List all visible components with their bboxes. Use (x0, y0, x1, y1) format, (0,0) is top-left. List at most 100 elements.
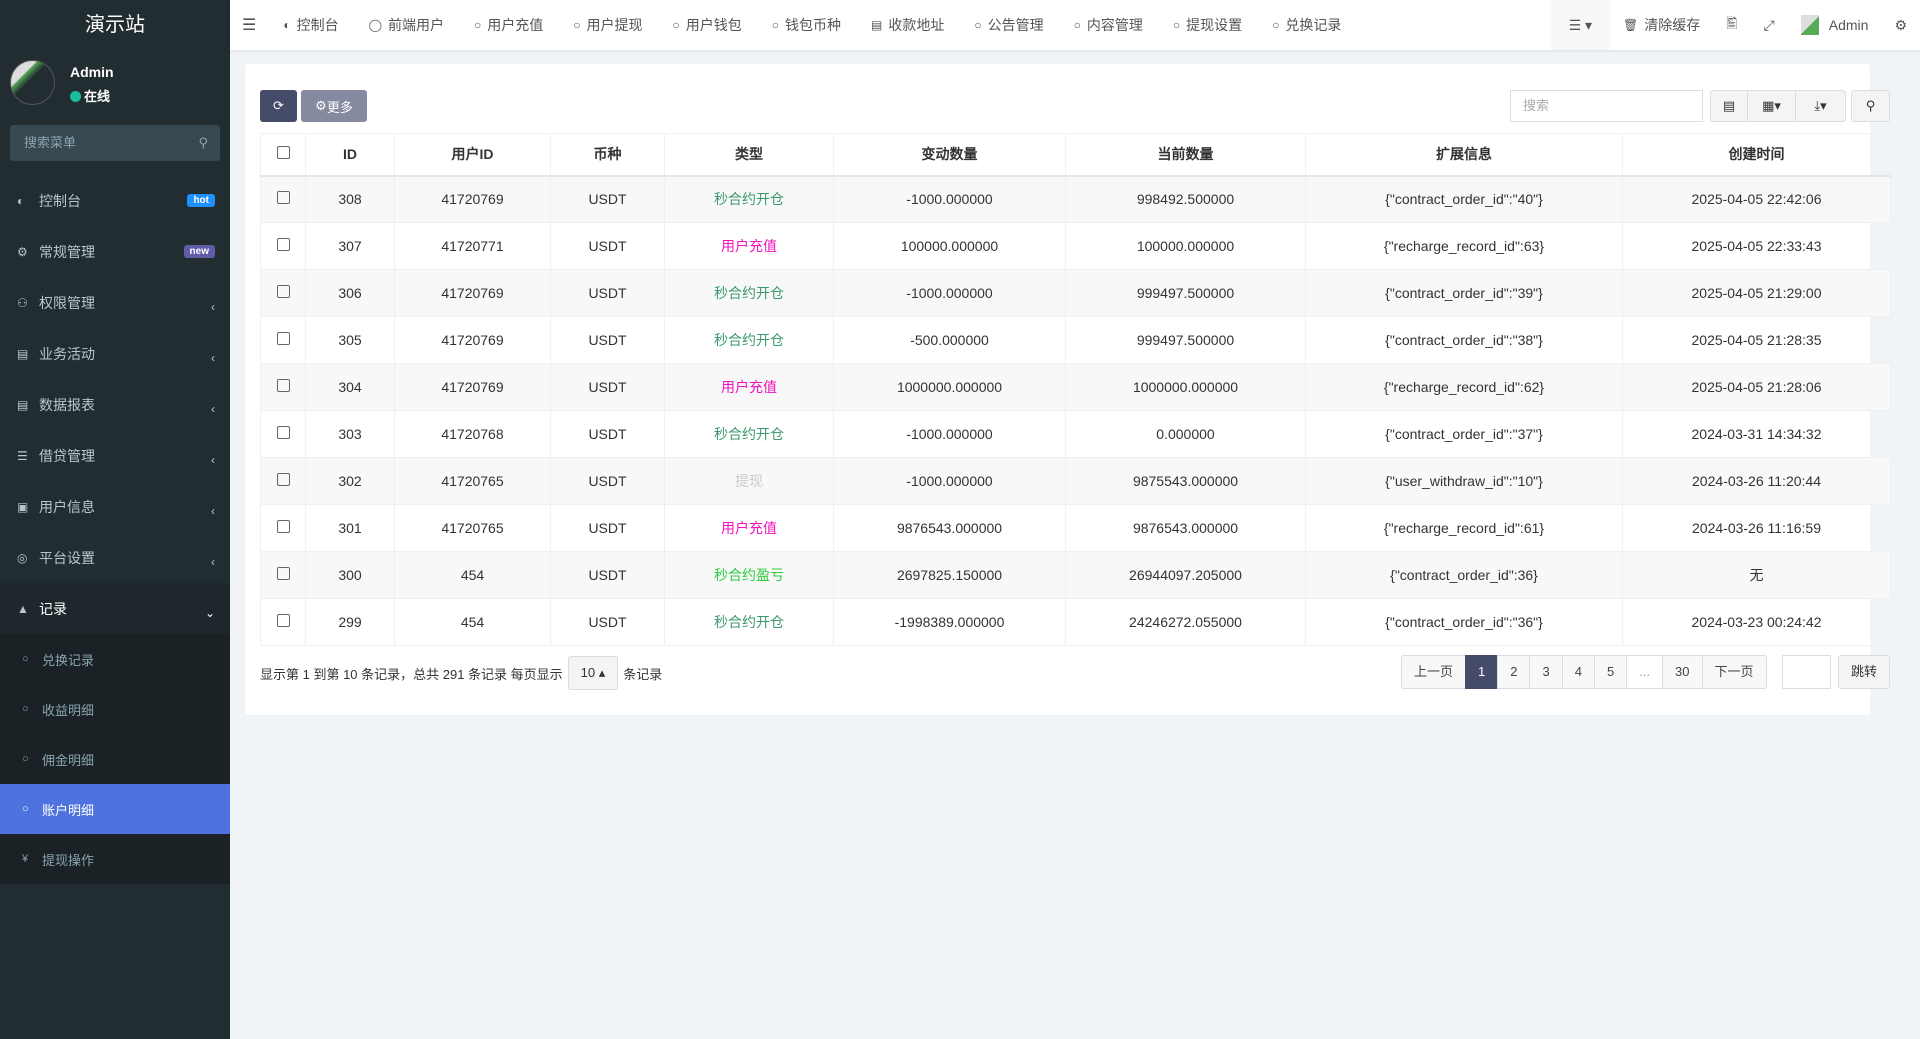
row-checkbox[interactable] (260, 551, 306, 599)
table-search-input[interactable]: 搜索 (1510, 90, 1703, 122)
table-cell: 454 (394, 598, 551, 646)
circle-icon: ○ (1272, 18, 1280, 32)
jump-button[interactable]: 跳转 (1838, 655, 1890, 689)
sidebar-item[interactable]: ☰ 借贷管理 ‹ (17, 447, 215, 467)
table-cell: 2024-03-31 14:34:32 (1622, 410, 1891, 458)
column-header[interactable]: 类型 (664, 133, 834, 177)
sidebar-item[interactable]: ▣ 用户信息 ‹ (17, 498, 215, 518)
top-nav-tab[interactable]: ○ 用户提现 (573, 17, 643, 33)
row-checkbox[interactable] (260, 222, 306, 270)
sidebar-item[interactable]: ▤ 业务活动 ‹ (17, 345, 215, 365)
sidebar-subitem[interactable]: ○ 兑换记录 (22, 652, 95, 668)
fullscreen-button[interactable]: ⤢ (1763, 16, 1775, 33)
content-panel: ⟳ ⚙ 更多 搜索 ▤ ▦▾ ⤓▾ ⚲ ID 用户ID 币种 类型 变动数量 当前数量 扩展信… (245, 64, 1891, 715)
row-checkbox[interactable] (260, 410, 306, 458)
page-size-select[interactable]: 10 ▴ (567, 656, 619, 690)
yen-icon: ¥ (22, 853, 29, 865)
page-button[interactable]: 30 (1662, 655, 1703, 689)
sidebar-item[interactable]: ⚙ 常规管理 new (0, 226, 230, 277)
top-nav-tab[interactable]: ○ 提现设置 (1172, 17, 1243, 33)
column-header[interactable]: ID (305, 133, 395, 177)
settings-cogs-button[interactable]: ⚙ (1894, 16, 1907, 33)
top-nav-tab[interactable]: ◯ 前端用户 (368, 17, 445, 33)
top-nav-tab[interactable]: ○ 用户钱包 (672, 17, 742, 33)
table-cell: 0.000000 (1065, 410, 1306, 458)
row-checkbox[interactable] (260, 457, 306, 505)
page-button[interactable]: 4 (1561, 655, 1595, 689)
chevron-down-icon: ⌄ (204, 605, 215, 620)
table-row: 302 41720765 USDT 提现 -1000.000000 9875543.000… (260, 457, 1891, 505)
table-cell: 1000000.000000 (833, 363, 1066, 411)
next-page-button[interactable]: 下一页 (1701, 655, 1767, 689)
more-button[interactable]: ⚙ 更多 (301, 90, 367, 122)
menu-search-input[interactable]: 搜索菜单 ⚲ (10, 125, 220, 161)
column-header[interactable]: 创建时间 (1622, 133, 1891, 177)
table-cell: 24246272.055000 (1065, 598, 1306, 646)
sidebar-toggle-button[interactable]: ☰ (242, 17, 257, 34)
table-cell: 提现 (664, 457, 834, 505)
table-cell: {"contract_order_id":"40"} (1305, 175, 1623, 223)
top-nav-tab[interactable]: ○ 公告管理 (974, 17, 1044, 33)
top-nav-tab[interactable]: ○ 内容管理 (1073, 17, 1143, 33)
row-checkbox[interactable] (260, 316, 306, 364)
prev-page-button[interactable]: 上一页 (1401, 655, 1467, 689)
row-checkbox[interactable] (260, 269, 306, 317)
page-button[interactable]: 2 (1497, 655, 1531, 689)
top-nav-tab[interactable]: ◐ 控制台 (283, 17, 339, 33)
columns-button[interactable]: ▦▾ (1747, 90, 1796, 122)
top-nav-tab[interactable]: ○ 钱包币种 (771, 17, 842, 33)
sidebar-menu: ◐ 控制台 hot ⚙ 常规管理 new ⚇ 权限管理 ‹ ▤ 业务活动 ‹ ▤ 数据报表 ‹ ☰ 借贷管理 ‹ ▣… (0, 175, 230, 634)
toggle-view-button[interactable]: ▤ (1710, 90, 1748, 122)
export-button[interactable]: ⤓▾ (1795, 90, 1846, 122)
sidebar-subitem[interactable]: ○ 收益明细 (22, 702, 95, 718)
table-cell: -1998389.000000 (833, 598, 1066, 646)
clear-cache-button[interactable]: 🗑 清除缓存 (1623, 17, 1701, 33)
sidebar-subitem[interactable]: ¥ 提现操作 (22, 852, 95, 868)
select-all-checkbox[interactable] (260, 133, 306, 177)
table-row: 299 454 USDT 秒合约开仓 -1998389.000000 24246272.0… (260, 598, 1891, 646)
top-nav-tab[interactable]: ○ 兑换记录 (1272, 17, 1342, 33)
search-icon[interactable]: ⚲ (198, 135, 208, 150)
column-header[interactable]: 用户ID (394, 133, 551, 177)
table-cell: 2697825.150000 (833, 551, 1066, 599)
admin-user-menu[interactable]: Admin (1788, 0, 1882, 50)
page-button[interactable]: 5 (1593, 655, 1628, 689)
language-button[interactable]: 🖺 (1726, 15, 1738, 31)
table-cell: {"contract_order_id":"38"} (1305, 316, 1623, 364)
table-cell: 41720768 (394, 410, 551, 458)
top-nav-tab[interactable]: ▤ 收款地址 (871, 17, 945, 33)
newspaper-icon: ▤ (17, 346, 29, 361)
sidebar-item[interactable]: ◐ 控制台 hot (0, 175, 230, 226)
dashboard-icon: ◐ (17, 193, 25, 208)
nav-menu-dropdown[interactable]: ☰ ▾ (1550, 0, 1611, 50)
top-nav-tab[interactable]: ○ 用户充值 (474, 17, 544, 33)
sidebar-item[interactable]: ▤ 数据报表 ‹ (17, 396, 215, 416)
column-header[interactable]: 扩展信息 (1305, 133, 1623, 177)
jump-page-input[interactable] (1782, 655, 1831, 689)
sidebar-item[interactable]: ◎ 平台设置 ‹ (17, 549, 215, 569)
table-cell: USDT (550, 363, 665, 411)
page-button[interactable]: 3 (1529, 655, 1563, 689)
avatar (10, 60, 55, 105)
row-checkbox[interactable] (260, 363, 306, 411)
row-checkbox[interactable] (260, 504, 306, 552)
account-detail-table: ID 用户ID 币种 类型 变动数量 当前数量 扩展信息 创建时间 308 41720769 US… (260, 133, 1891, 646)
page-button[interactable]: 1 (1465, 655, 1499, 689)
sidebar-subitem[interactable]: ○ 账户明细 (0, 784, 230, 834)
app-logo[interactable]: 演示站 (0, 0, 230, 50)
column-header[interactable]: 币种 (550, 133, 665, 177)
row-checkbox[interactable] (260, 598, 306, 646)
row-checkbox[interactable] (260, 175, 306, 223)
table-cell: 用户充值 (664, 504, 834, 552)
sidebar-subitem[interactable]: ○ 佣金明细 (22, 752, 95, 768)
advanced-search-button[interactable]: ⚲ (1851, 90, 1890, 122)
table-cell: 301 (305, 504, 395, 552)
table-cell: 2025-04-05 22:33:43 (1622, 222, 1891, 270)
table-cell: USDT (550, 410, 665, 458)
column-header[interactable]: 变动数量 (833, 133, 1066, 177)
sidebar-item[interactable]: ▲ 记录 ⌄ (0, 583, 230, 634)
refresh-button[interactable]: ⟳ (260, 90, 297, 122)
table-cell: {"contract_order_id":"36"} (1305, 598, 1623, 646)
column-header[interactable]: 当前数量 (1065, 133, 1306, 177)
sidebar-item[interactable]: ⚇ 权限管理 ‹ (17, 294, 215, 314)
